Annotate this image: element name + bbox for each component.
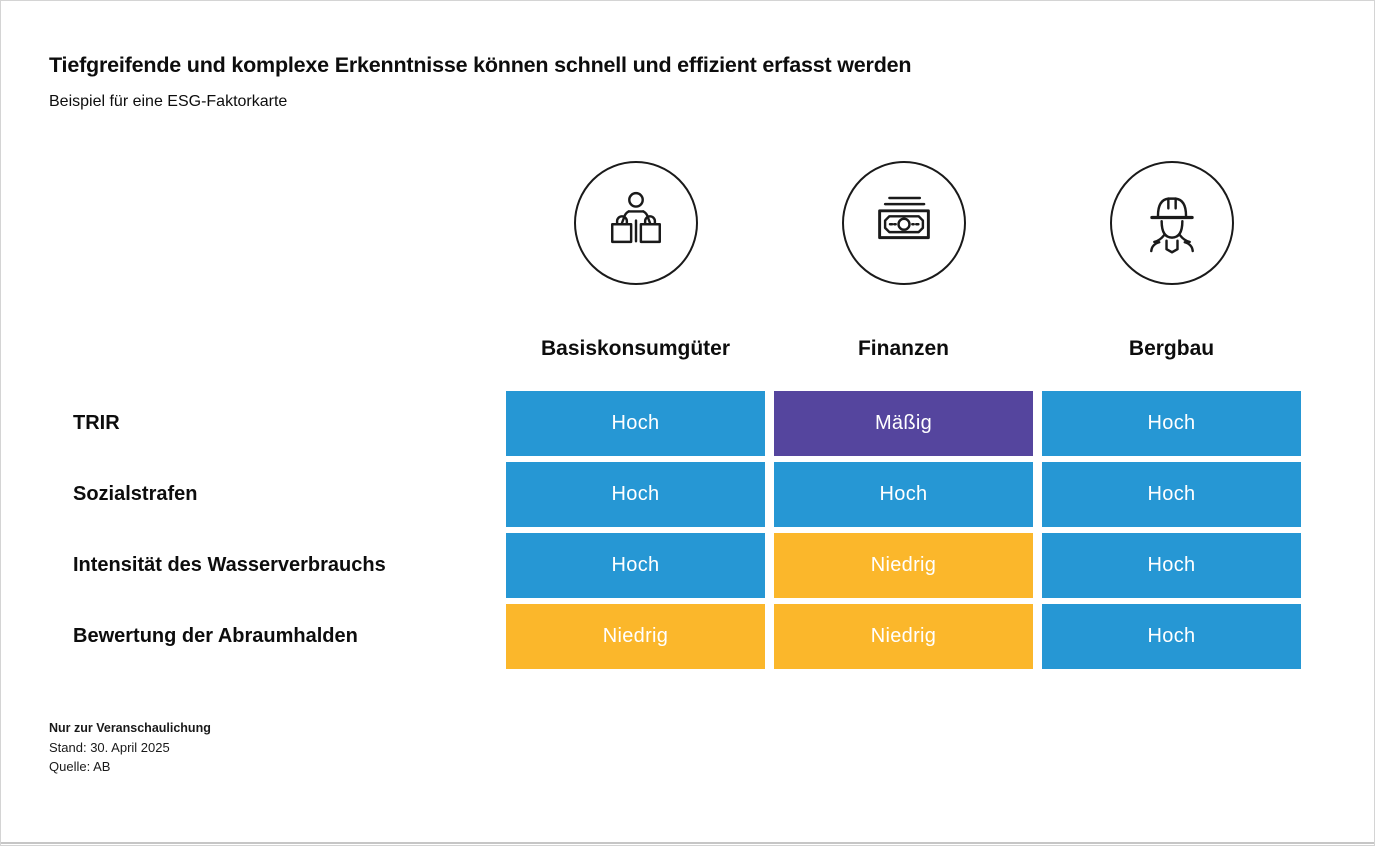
- matrix-cell: Hoch: [506, 391, 765, 456]
- matrix-cell: Hoch: [774, 462, 1033, 527]
- matrix-cell: Hoch: [506, 533, 765, 598]
- column-headers-row: Basiskonsumgüter Finanzen Bergbau: [506, 337, 1301, 361]
- footnote: Nur zur Veranschaulichung Stand: 30. Apr…: [49, 719, 211, 776]
- matrix-cell: Hoch: [1042, 462, 1301, 527]
- disclaimer-text: Nur zur Veranschaulichung: [49, 721, 211, 735]
- page-title: Tiefgreifende und komplexe Erkenntnisse …: [49, 53, 912, 77]
- banknote-icon: [841, 161, 966, 285]
- as-of-date: Stand: 30. April 2025: [49, 740, 170, 755]
- miner-icon: [1109, 161, 1234, 285]
- matrix-cell: Hoch: [1042, 533, 1301, 598]
- matrix-cell: Niedrig: [774, 604, 1033, 669]
- column-header-bergbau: Bergbau: [1128, 337, 1215, 360]
- sector-icons-row: [506, 161, 1301, 285]
- row-label-intensit-t-des-wasserverbrauchs: Intensität des Wasserverbrauchs: [73, 554, 386, 576]
- matrix-cell: Niedrig: [774, 533, 1033, 598]
- column-header-finanzen: Finanzen: [857, 337, 949, 360]
- column-header-basiskonsumg-ter: Basiskonsumgüter: [540, 337, 731, 360]
- row-label-bewertung-der-abraumhalden: Bewertung der Abraumhalden: [73, 625, 358, 647]
- matrix-cell: Mäßig: [774, 391, 1033, 456]
- matrix-cell: Hoch: [506, 462, 765, 527]
- row-label-sozialstrafen: Sozialstrafen: [73, 483, 198, 505]
- row-label-trir: TRIR: [73, 412, 120, 434]
- matrix-cell: Hoch: [1042, 391, 1301, 456]
- source-text: Quelle: AB: [49, 759, 111, 774]
- matrix-cell: Niedrig: [506, 604, 765, 669]
- esg-factor-matrix: TRIR Hoch Mäßig Hoch Sozialstrafen Hoch Hoch Ho…: [73, 391, 1301, 669]
- shopper-icon: [573, 161, 698, 285]
- bottom-divider: [1, 842, 1374, 844]
- page-subtitle: Beispiel für eine ESG-Faktorkarte: [49, 93, 288, 110]
- matrix-cell: Hoch: [1042, 604, 1301, 669]
